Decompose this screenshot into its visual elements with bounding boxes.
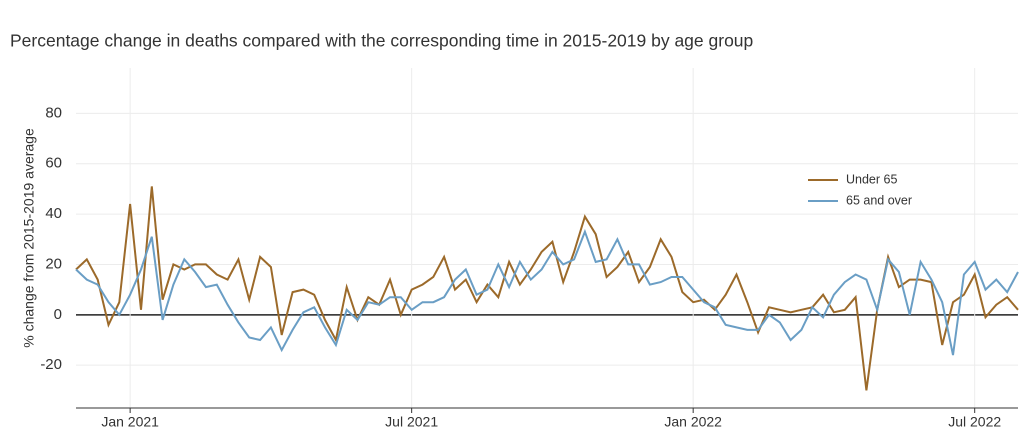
series-line [75,228,1019,356]
y-tick-label: 20 [45,255,62,272]
x-tick-label: Jul 2022 [948,414,1001,430]
x-tick-label: Jan 2021 [101,414,159,430]
y-tick-label: 0 [54,306,62,323]
legend-label: 65 and over [846,193,912,207]
legend-label: Under 65 [846,172,897,186]
chart-title: Percentage change in deaths compared wit… [10,31,753,51]
y-tick-label: -20 [40,356,62,373]
y-tick-label: 40 [45,205,62,222]
series-line [75,186,1019,391]
y-axis-label: % change from 2015-2019 average [21,128,37,348]
y-tick-label: 80 [45,104,62,121]
x-tick-label: Jul 2021 [385,414,438,430]
x-tick-label: Jan 2022 [664,414,722,430]
y-tick-label: 60 [45,155,62,172]
